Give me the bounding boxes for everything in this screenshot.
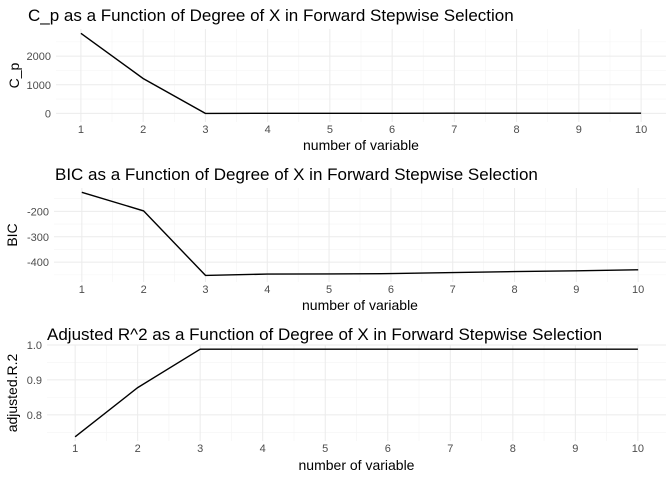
- y-tick-label: 1.0: [27, 340, 42, 352]
- x-tick-label: 1: [79, 284, 85, 296]
- chart-title: Adjusted R^2 as a Function of Degree of …: [47, 325, 602, 344]
- x-tick-label: 3: [202, 284, 208, 296]
- x-tick-label: 1: [78, 124, 84, 136]
- chart-title: BIC as a Function of Degree of X in Forw…: [55, 165, 538, 184]
- x-tick-label: 6: [389, 124, 395, 136]
- x-tick-label: 7: [447, 443, 453, 455]
- x-tick-label: 8: [510, 443, 516, 455]
- x-tick-label: 4: [265, 124, 271, 136]
- x-tick-label: 10: [632, 443, 644, 455]
- gridlines: [56, 29, 666, 122]
- x-tick-label: 2: [141, 284, 147, 296]
- x-tick-label: 4: [260, 443, 266, 455]
- y-axis-title: C_p: [6, 62, 22, 88]
- x-tick-label: 6: [385, 443, 391, 455]
- x-tick-label: 8: [514, 124, 520, 136]
- x-tick-label: 5: [326, 284, 332, 296]
- y-tick-label: 2000: [27, 51, 51, 63]
- x-tick-label: 2: [135, 443, 141, 455]
- y-tick-label: 1000: [27, 80, 51, 92]
- x-tick-label: 7: [450, 284, 456, 296]
- x-axis-title: number of variable: [303, 137, 419, 153]
- x-tick-label: 5: [322, 443, 328, 455]
- x-tick-label: 5: [327, 124, 333, 136]
- y-tick-label: -400: [27, 257, 49, 269]
- x-tick-label: 10: [632, 284, 644, 296]
- chart-panel-1: 1 2 3 4 5 6 7 8 9 10 0 1000 2000 C_p as a Function of…: [6, 6, 666, 153]
- y-tick-label: 0.8: [27, 410, 42, 422]
- x-tick-label: 6: [388, 284, 394, 296]
- x-tick-label: 4: [264, 284, 270, 296]
- x-axis-title: number of variable: [299, 457, 415, 473]
- series-line: [74, 348, 638, 438]
- y-tick-label: 0: [45, 108, 51, 120]
- series-line: [81, 191, 639, 277]
- chart-title: C_p as a Function of Degree of X in Forw…: [28, 6, 514, 25]
- y-tick-label: -200: [27, 206, 49, 218]
- chart-panel-3: 1 2 3 4 5 6 7 8 9 10 0.8 0.9 1.0 Adjusted R^2 as a Fu…: [4, 325, 666, 473]
- x-tick-label: 9: [573, 284, 579, 296]
- x-tick-label: 8: [511, 284, 517, 296]
- gridlines: [54, 188, 666, 282]
- x-tick-label: 9: [572, 443, 578, 455]
- x-axis-title: number of variable: [302, 297, 418, 313]
- x-tick-label: 1: [72, 443, 78, 455]
- chart-panel-2: 1 2 3 4 5 6 7 8 9 10 -400 -300 -200 BIC as a Function…: [4, 165, 666, 313]
- x-tick-label: 10: [635, 124, 647, 136]
- y-tick-label: 0.9: [27, 375, 42, 387]
- y-tick-label: -300: [27, 232, 49, 244]
- series-line: [80, 32, 642, 115]
- x-tick-label: 2: [140, 124, 146, 136]
- y-axis-title: adjusted.R.2: [4, 353, 20, 432]
- x-tick-label: 7: [451, 124, 457, 136]
- x-tick-label: 3: [197, 443, 203, 455]
- x-tick-label: 9: [576, 124, 582, 136]
- x-tick-label: 3: [202, 124, 208, 136]
- y-axis-title: BIC: [4, 223, 20, 246]
- gridlines: [47, 344, 666, 441]
